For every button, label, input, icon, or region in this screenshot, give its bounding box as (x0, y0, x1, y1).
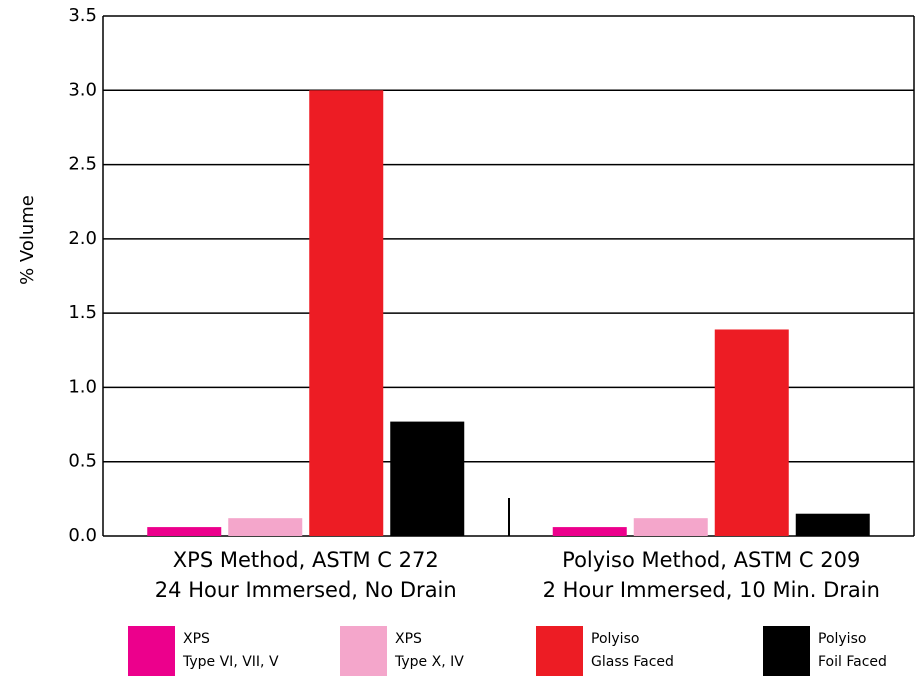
legend-label: Foil Faced (818, 654, 887, 670)
x-tick-label: 2 Hour Immersed, 10 Min. Drain (543, 578, 880, 602)
bar (633, 518, 708, 536)
legend-label: XPS (183, 631, 210, 647)
bar (795, 513, 870, 536)
bar (147, 527, 222, 536)
y-tick-label: 0.0 (68, 525, 97, 546)
legend-label: Type VI, VII, V (182, 654, 279, 670)
legend-label: XPS (395, 631, 422, 647)
y-tick-label: 2.5 (68, 154, 97, 175)
x-tick-label: Polyiso Method, ASTM C 209 (562, 548, 860, 572)
y-tick-label: 2.0 (68, 228, 97, 249)
legend-label: Type X, IV (394, 654, 464, 670)
y-tick-label: 3.0 (68, 79, 97, 100)
legend-swatch (536, 626, 583, 676)
legend-swatch (763, 626, 810, 676)
y-tick-label: 1.0 (68, 376, 97, 397)
y-tick-label: 1.5 (68, 302, 97, 323)
legend-label: Glass Faced (591, 654, 674, 670)
bar (552, 527, 627, 536)
legend-label: Polyiso (818, 631, 866, 647)
bar (309, 90, 384, 537)
y-tick-label: 3.5 (68, 5, 97, 26)
legend-label: Polyiso (591, 631, 639, 647)
y-tick-label: 0.5 (68, 451, 97, 472)
bar (390, 421, 465, 536)
bar (228, 518, 303, 536)
legend-swatch (340, 626, 387, 676)
x-tick-label: XPS Method, ASTM C 272 (173, 548, 439, 572)
legend-swatch (128, 626, 175, 676)
bar (714, 329, 789, 536)
y-axis-label: % Volume (17, 195, 38, 285)
x-tick-label: 24 Hour Immersed, No Drain (155, 578, 457, 602)
